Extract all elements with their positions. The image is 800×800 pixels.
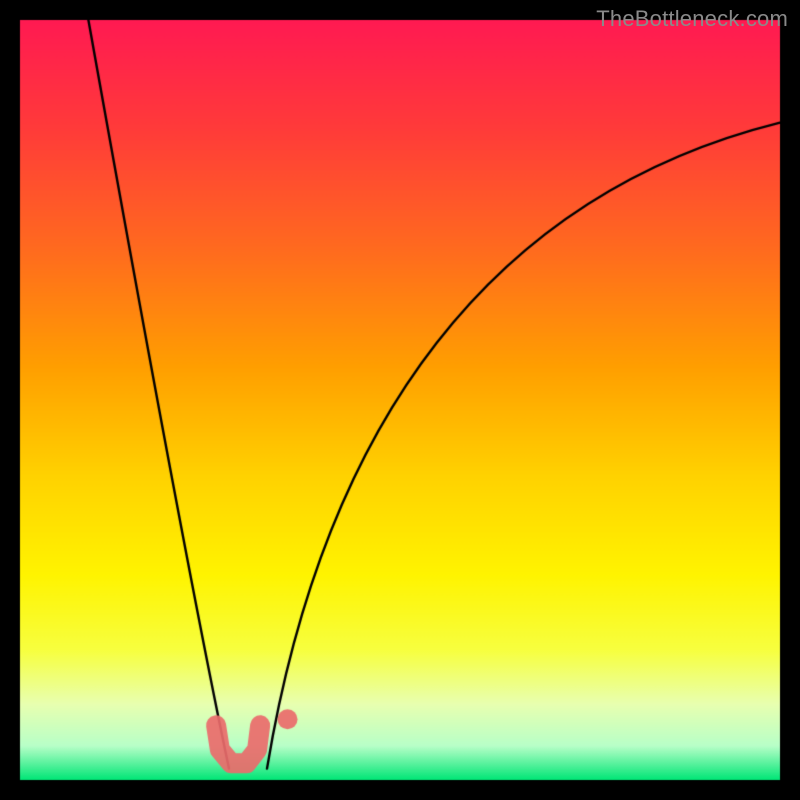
watermark-text: TheBottleneck.com xyxy=(596,6,788,32)
chart-stage: TheBottleneck.com xyxy=(0,0,800,800)
bottleneck-chart-canvas xyxy=(0,0,800,800)
